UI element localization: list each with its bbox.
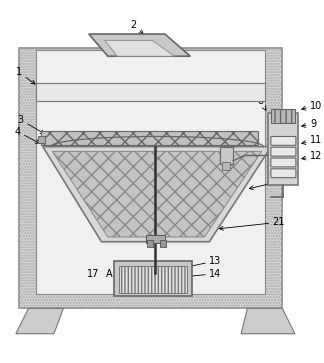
Text: A: A bbox=[106, 269, 113, 279]
Bar bbox=[146, 236, 165, 243]
Bar bbox=[119, 266, 187, 293]
Text: 8: 8 bbox=[257, 96, 266, 110]
Text: 12: 12 bbox=[302, 151, 323, 161]
Bar bbox=[222, 163, 230, 170]
Bar bbox=[147, 240, 153, 248]
Text: 4: 4 bbox=[14, 127, 40, 143]
Text: 1: 1 bbox=[16, 67, 35, 84]
Polygon shape bbox=[89, 34, 190, 56]
Bar bbox=[114, 261, 192, 296]
Text: 10: 10 bbox=[302, 101, 322, 111]
Polygon shape bbox=[43, 147, 271, 242]
Polygon shape bbox=[241, 308, 295, 334]
Text: 6: 6 bbox=[187, 153, 223, 167]
Bar bbox=[19, 48, 282, 308]
Text: 13: 13 bbox=[187, 256, 222, 268]
Bar bbox=[160, 240, 166, 248]
Text: 11: 11 bbox=[302, 135, 322, 146]
FancyBboxPatch shape bbox=[271, 169, 296, 178]
Bar bbox=[220, 147, 233, 164]
Polygon shape bbox=[105, 40, 174, 56]
Text: 16: 16 bbox=[89, 150, 117, 163]
Bar bbox=[41, 131, 259, 145]
Polygon shape bbox=[16, 308, 64, 334]
Bar bbox=[268, 113, 298, 185]
Text: 7: 7 bbox=[187, 143, 221, 158]
FancyBboxPatch shape bbox=[271, 147, 296, 156]
Bar bbox=[37, 50, 265, 294]
FancyBboxPatch shape bbox=[271, 136, 296, 145]
Text: 15: 15 bbox=[249, 177, 285, 189]
Bar bbox=[271, 109, 295, 123]
Text: 2: 2 bbox=[130, 20, 143, 34]
Text: 9: 9 bbox=[302, 119, 316, 129]
Text: 21: 21 bbox=[219, 217, 285, 230]
Text: 5: 5 bbox=[187, 131, 220, 147]
Bar bbox=[19, 48, 282, 308]
Bar bbox=[37, 83, 265, 101]
FancyBboxPatch shape bbox=[271, 158, 296, 167]
Text: 3: 3 bbox=[17, 115, 44, 134]
Text: 17: 17 bbox=[87, 269, 100, 279]
Bar bbox=[38, 135, 45, 143]
Polygon shape bbox=[52, 151, 262, 237]
Text: 14: 14 bbox=[183, 269, 222, 279]
